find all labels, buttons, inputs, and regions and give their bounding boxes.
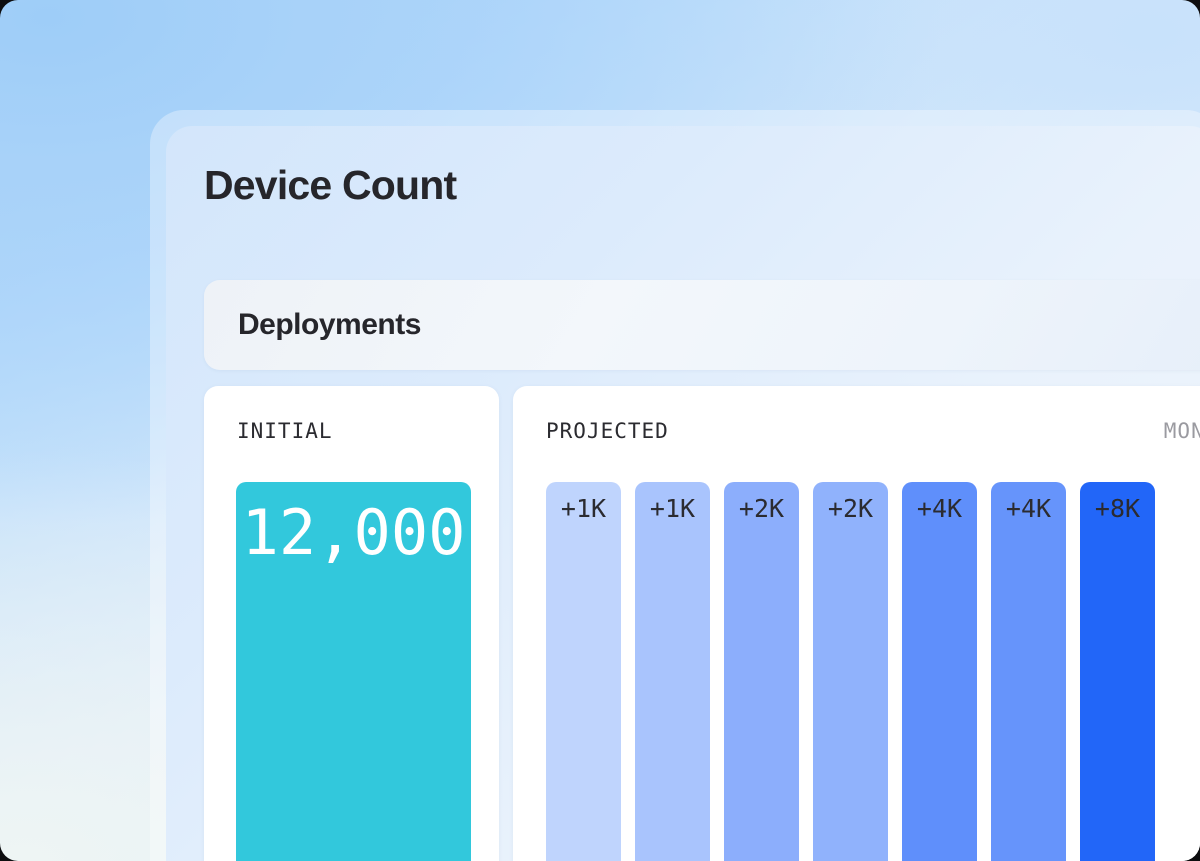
chart-bar[interactable]: +4K	[902, 482, 977, 861]
chart-bar-label: +8K	[1094, 494, 1141, 523]
panels-row: INITIAL 12,000 PROJECTED MONTH +1K +1K +2K…	[204, 386, 1200, 861]
chart-bar-label: +1K	[560, 494, 607, 523]
chart-bar[interactable]: +4K	[991, 482, 1066, 861]
deployments-section-header: Deployments	[204, 280, 1200, 370]
projected-panel-month-label: MONTH	[1163, 419, 1200, 443]
chart-bar-label: +2K	[827, 494, 874, 523]
chart-bar[interactable]: +1K	[635, 482, 710, 861]
chart-bar-label: +4K	[916, 494, 963, 523]
chart-bar[interactable]: +1K	[546, 482, 621, 861]
page-title: Device Count	[204, 162, 457, 208]
section-header-label: Deployments	[238, 308, 421, 341]
chart-bar-label: +2K	[738, 494, 785, 523]
chart-bar-label: +4K	[1005, 494, 1052, 523]
chart-bar-label: +1K	[649, 494, 696, 523]
chart-bar[interactable]: +8K	[1080, 482, 1155, 861]
initial-panel-header: INITIAL	[204, 386, 499, 482]
initial-metric-block: 12,000	[236, 482, 471, 861]
initial-metric-value: 12,000	[241, 496, 466, 569]
initial-panel: INITIAL 12,000	[204, 386, 499, 861]
device-count-card: Device Count Deployments INITIAL 12,000 …	[166, 126, 1200, 861]
chart-bar[interactable]: +2K	[724, 482, 799, 861]
projected-panel-header: PROJECTED MONTH	[513, 386, 1200, 482]
projected-panel-label: PROJECTED	[546, 419, 669, 443]
initial-panel-label: INITIAL	[237, 419, 333, 443]
chart-bar[interactable]: +2K	[813, 482, 888, 861]
projected-bars: +1K +1K +2K +2K +4K +4K +8K	[546, 482, 1200, 861]
projected-panel: PROJECTED MONTH +1K +1K +2K +2K +4K +4K +8K	[513, 386, 1200, 861]
